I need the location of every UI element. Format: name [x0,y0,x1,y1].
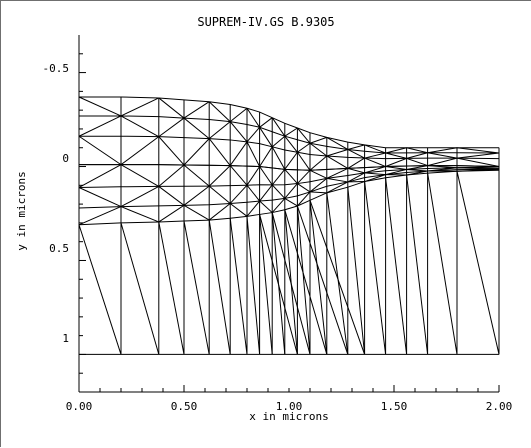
x-tick-label-0: 0.00 [66,400,93,413]
y-tick-label-3: 1 [62,332,69,345]
y-tick-label-2: 0.5 [49,242,69,255]
x-tick-label-3: 1.50 [381,400,408,413]
y-tick-label-1: 0 [62,152,69,165]
x-tick-label-1: 0.50 [171,400,198,413]
x-axis-label: x in microns [249,410,328,423]
x-tick-label-4: 2.00 [486,400,513,413]
plot-title: SUPREM-IV.GS B.9305 [197,15,334,29]
y-axis-label: y in microns [15,171,28,250]
y-tick-label-0: -0.5 [43,62,70,75]
